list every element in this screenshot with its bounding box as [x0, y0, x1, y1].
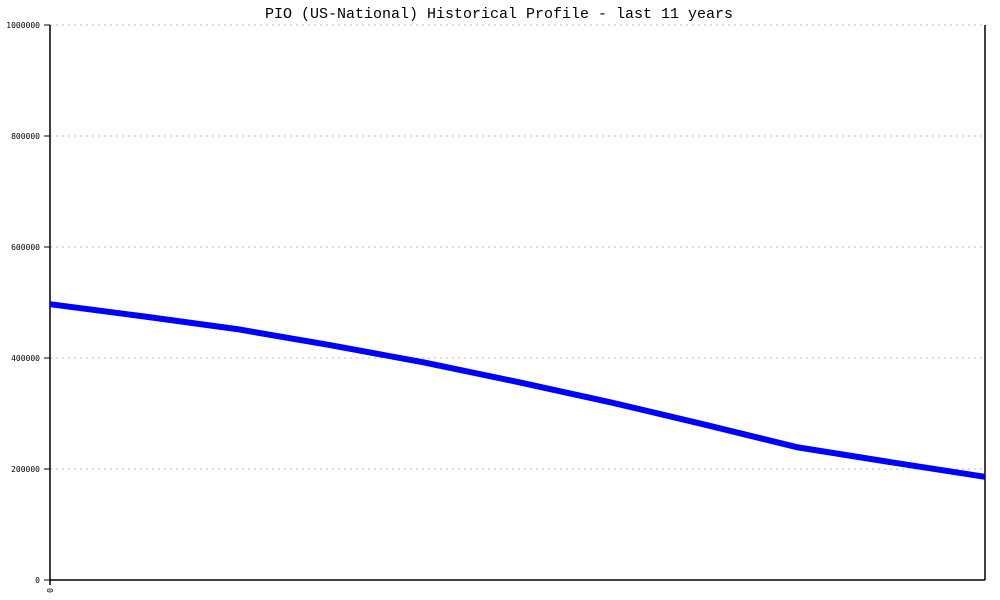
y-tick-label: 800000: [11, 132, 40, 141]
y-tick-label: 200000: [11, 465, 40, 474]
chart-title: PIO (US-National) Historical Profile - l…: [265, 6, 733, 23]
grid: [50, 24, 985, 470]
y-tick-label: 600000: [11, 243, 40, 252]
y-tick-label: 400000: [11, 354, 40, 363]
series-line: [49, 301, 986, 480]
y-tick-label: 0: [35, 576, 40, 585]
y-tick-label: 1000000: [6, 21, 40, 30]
axes: [49, 25, 986, 585]
x-tick-label: 0: [46, 588, 55, 593]
y-axis-ticks: 0 200000 400000 600000 800000 1000000: [6, 21, 50, 585]
x-axis-ticks: 0: [46, 588, 55, 593]
